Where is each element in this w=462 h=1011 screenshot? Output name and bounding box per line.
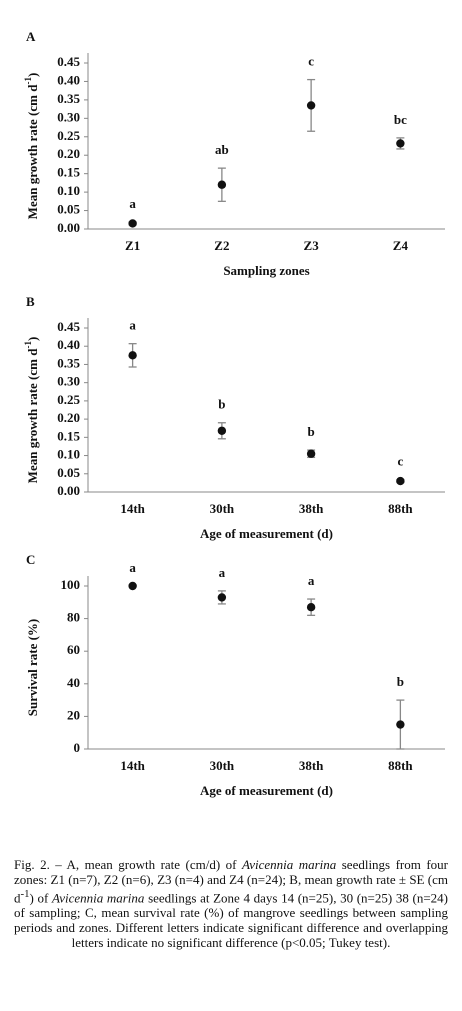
- caption-sup: -1: [20, 888, 30, 900]
- x-tick-label: 38th: [299, 501, 324, 516]
- y-tick-label: 0.15: [57, 428, 80, 443]
- point: [306, 449, 316, 458]
- caption-text: seedlings at Zone 4 days 14 (n=25), 30 (…: [14, 890, 448, 951]
- x-tick-label: 30th: [210, 501, 235, 516]
- y-axis-title-part: ): [25, 73, 40, 77]
- y-tick-label: 0.45: [57, 54, 80, 69]
- significance-letter: a: [219, 565, 226, 580]
- significance-letter: b: [397, 674, 404, 689]
- significance-letter: a: [129, 560, 136, 575]
- x-tick-label: 30th: [210, 758, 235, 773]
- point: [128, 581, 137, 591]
- y-axis-title-part: Mean growth rate (cm d: [25, 84, 40, 220]
- x-tick-label: 88th: [388, 758, 413, 773]
- y-tick-label: 40: [67, 675, 80, 690]
- y-tick-label: 0.25: [57, 392, 80, 407]
- y-tick-label: 0.05: [57, 465, 80, 480]
- y-axis-title: Survival rate (%): [25, 619, 40, 716]
- significance-letter: a: [129, 196, 136, 211]
- significance-letter: ab: [215, 142, 229, 157]
- y-tick-label: 0.30: [57, 109, 80, 124]
- y-axis-title: Mean growth rate (cm d-1): [23, 337, 40, 484]
- significance-letter: bc: [394, 112, 407, 127]
- point: [396, 476, 405, 486]
- x-tick-label: 38th: [299, 758, 324, 773]
- y-tick-label: 0.00: [57, 220, 80, 235]
- caption-species: Avicennia marina: [51, 890, 145, 906]
- y-tick-label: 0.10: [57, 447, 80, 462]
- x-tick-label: Z2: [214, 238, 229, 253]
- x-tick-label: Z4: [393, 238, 409, 253]
- y-tick-label: 20: [67, 707, 80, 722]
- significance-letter: b: [218, 397, 225, 412]
- caption-text: ) of: [29, 890, 52, 906]
- significance-letter: c: [308, 54, 314, 69]
- x-tick-label: Z3: [304, 238, 320, 253]
- caption-text: Fig. 2. – A, mean growth rate (cm/d) of: [14, 857, 242, 872]
- y-axis-title-part: Mean growth rate (cm d: [25, 348, 40, 484]
- significance-letter: a: [129, 318, 136, 333]
- y-tick-label: 100: [61, 577, 81, 592]
- caption-text: seedlings from four zones: Z1 (n=7), Z2 …: [14, 857, 448, 906]
- figure: A 0.00 0.05 0.10 0.15 0.20 0.25 0.30 0.35 0.40 0.4…: [23, 29, 445, 798]
- y-axis-title-part: ): [25, 337, 40, 341]
- point: [217, 426, 227, 435]
- y-tick-label: 0.20: [57, 146, 80, 161]
- x-tick-label: 14th: [120, 501, 145, 516]
- y-tick-label: 0.25: [57, 128, 80, 143]
- y-tick-label: 0.35: [57, 91, 80, 106]
- panel-label: A: [26, 29, 36, 44]
- point: [306, 602, 316, 612]
- point: [128, 219, 137, 228]
- y-tick-label: 60: [67, 642, 80, 657]
- point: [396, 720, 405, 729]
- caption-species: Avicennia marina: [241, 857, 337, 872]
- y-axis-title-part: -1: [23, 341, 33, 349]
- x-axis-title: Age of measurement (d): [200, 783, 333, 798]
- y-tick-label: 0.45: [57, 319, 80, 334]
- y-tick-label: 0.40: [57, 337, 80, 352]
- x-tick-label: 14th: [120, 758, 145, 773]
- y-axis-title-part: -1: [23, 77, 33, 85]
- point: [306, 101, 316, 110]
- y-tick-label: 0.00: [57, 483, 80, 498]
- y-tick-label: 0.10: [57, 183, 80, 198]
- y-axis-title-part: Survival rate (%): [25, 619, 40, 716]
- y-tick-label: 0.40: [57, 72, 80, 87]
- x-axis-title: Age of measurement (d): [200, 526, 333, 541]
- y-tick-label: 0.35: [57, 355, 80, 370]
- y-tick-label: 0.15: [57, 165, 80, 180]
- point: [128, 351, 137, 360]
- point: [396, 139, 405, 148]
- y-tick-label: 0.30: [57, 374, 80, 389]
- panel-label: C: [26, 552, 35, 567]
- point: [217, 593, 227, 602]
- caption: Fig. 2. – A, mean growth rate (cm/d) of …: [14, 857, 448, 950]
- y-tick-label: 0.20: [57, 410, 80, 425]
- significance-letter: b: [308, 424, 315, 439]
- point: [217, 180, 227, 189]
- significance-letter: c: [397, 454, 403, 469]
- y-tick-label: 0.05: [57, 202, 80, 217]
- x-axis-title: Sampling zones: [223, 263, 309, 278]
- panel-label: B: [26, 294, 35, 309]
- significance-letter: a: [308, 573, 315, 588]
- y-tick-label: 80: [67, 610, 80, 625]
- y-axis-title: Mean growth rate (cm d-1): [23, 73, 40, 220]
- x-tick-label: 88th: [388, 501, 413, 516]
- y-tick-label: 0: [74, 740, 81, 755]
- x-tick-label: Z1: [125, 238, 140, 253]
